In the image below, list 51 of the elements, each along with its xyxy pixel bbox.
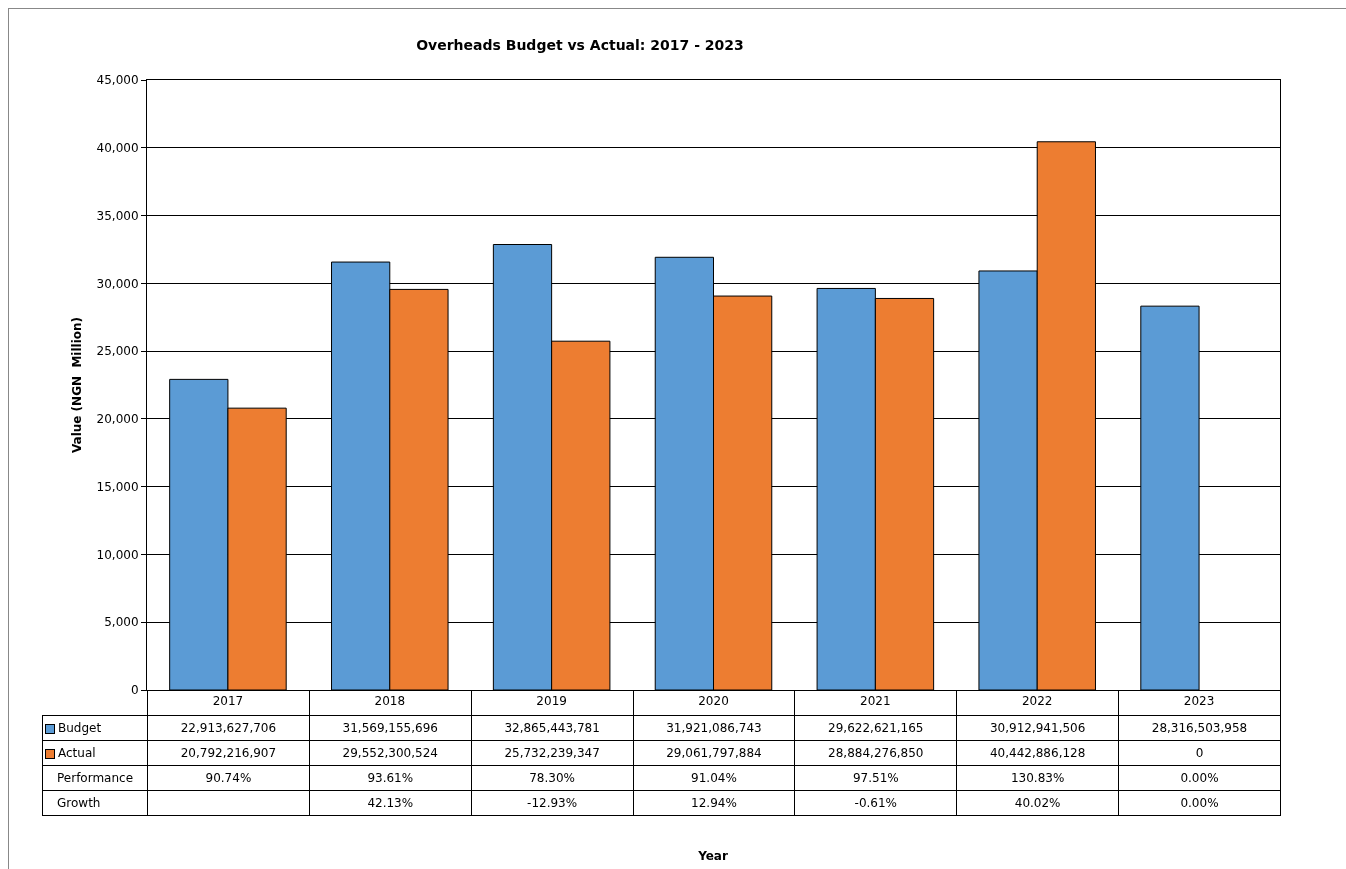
x-tick-label: 2019 xyxy=(536,694,567,709)
text: 32,865,443,781 xyxy=(471,715,634,741)
y-tick-label: 30,000 xyxy=(96,276,139,291)
text: Year xyxy=(697,849,729,863)
y-tick-label: 40,000 xyxy=(96,140,139,155)
text: 97.51% xyxy=(794,765,957,791)
text: 78.30% xyxy=(471,765,634,791)
x-tick-label: 2017 xyxy=(212,694,244,709)
y-tick-label: 15,000 xyxy=(96,479,139,494)
text: 93.61% xyxy=(309,765,472,791)
text: 40.02% xyxy=(956,790,1119,816)
legend-label: Budget xyxy=(42,715,148,741)
text: 0.00% xyxy=(1118,790,1281,816)
x-tick-label: 2018 xyxy=(374,694,406,709)
chart-title: Overheads Budget vs Actual: 2017 - 2023 xyxy=(416,36,744,53)
text: -12.93% xyxy=(471,790,634,816)
text: 42.13% xyxy=(309,790,472,816)
x-tick-label: 2022 xyxy=(1021,694,1053,709)
text: 130.83% xyxy=(956,765,1119,791)
y-tick-label: 10,000 xyxy=(96,547,139,562)
y-tick-label: 5,000 xyxy=(104,615,139,630)
legend-label: Actual xyxy=(42,740,148,766)
text: 29,552,300,524 xyxy=(309,740,472,766)
x-tick-label: 2023 xyxy=(1183,694,1215,709)
text: 30,912,941,506 xyxy=(956,715,1119,741)
text: 0.00% xyxy=(1118,765,1281,791)
text: Growth xyxy=(42,790,148,816)
text: 31,921,086,743 xyxy=(633,715,795,741)
text: 91.04% xyxy=(633,765,795,791)
text: 22,913,627,706 xyxy=(147,715,310,741)
text: Performance xyxy=(42,765,148,791)
text: 25,732,239,347 xyxy=(471,740,634,766)
text: 20,792,216,907 xyxy=(147,740,310,766)
text: 28,884,276,850 xyxy=(794,740,957,766)
y-tick-label: 0 xyxy=(130,683,139,698)
x-tick-label: 2021 xyxy=(860,694,891,709)
x-tick-label: 2020 xyxy=(698,694,729,709)
text: 29,622,621,165 xyxy=(794,715,957,741)
text: 90.74% xyxy=(147,765,310,791)
text: 40,442,886,128 xyxy=(956,740,1119,766)
text: 28,316,503,958 xyxy=(1118,715,1281,741)
y-tick-label: 20,000 xyxy=(96,412,139,427)
y-axis-title: Value (NGN Million) xyxy=(69,316,84,454)
text: 12.94% xyxy=(633,790,795,816)
y-tick-label: 35,000 xyxy=(96,208,139,223)
text: 29,061,797,884 xyxy=(633,740,795,766)
text: 0 xyxy=(1118,740,1281,766)
text: -0.61% xyxy=(794,790,957,816)
y-tick-label: 25,000 xyxy=(96,344,139,359)
y-tick-label: 45,000 xyxy=(96,73,139,88)
text: 31,569,155,696 xyxy=(309,715,472,741)
